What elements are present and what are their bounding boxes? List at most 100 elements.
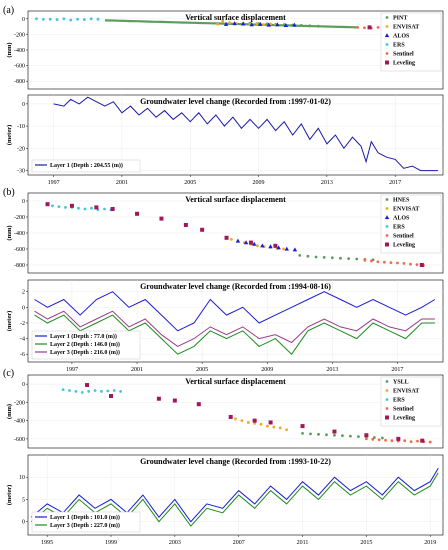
legend-marker bbox=[385, 389, 389, 392]
y-tick-label: -6 bbox=[20, 352, 25, 358]
data-point bbox=[333, 433, 336, 437]
series-ers bbox=[35, 17, 100, 22]
data-point bbox=[292, 247, 298, 252]
x-tick-label: 1997 bbox=[66, 367, 78, 373]
data-point bbox=[55, 18, 59, 21]
data-point bbox=[372, 436, 376, 439]
y-axis-label: (meter) bbox=[6, 311, 13, 332]
x-tick-label: 2003 bbox=[169, 540, 181, 546]
data-point bbox=[258, 21, 263, 26]
legend-box bbox=[31, 511, 141, 533]
data-point bbox=[156, 396, 161, 401]
data-point bbox=[74, 390, 78, 393]
data-point bbox=[428, 440, 432, 444]
data-point bbox=[332, 429, 337, 434]
data-point bbox=[341, 434, 344, 438]
data-point bbox=[317, 432, 320, 436]
y-tick-label: 0 bbox=[22, 520, 25, 526]
data-point bbox=[90, 206, 93, 210]
y-tick-label: -800 bbox=[14, 79, 25, 85]
data-point bbox=[85, 383, 90, 388]
data-point bbox=[100, 390, 103, 393]
legend-marker bbox=[385, 407, 389, 410]
series-line bbox=[30, 468, 439, 523]
data-point bbox=[172, 398, 177, 403]
data-point bbox=[300, 424, 305, 429]
data-point bbox=[183, 223, 188, 227]
legend-entry: Sentinel bbox=[393, 52, 414, 58]
y-tick-label: -200 bbox=[14, 400, 25, 406]
data-point bbox=[285, 428, 288, 432]
data-point bbox=[110, 207, 115, 211]
legend: YSLL ENVISAT ERS Sentinel Leveling bbox=[380, 376, 442, 427]
data-point bbox=[246, 421, 250, 424]
x-tick-label: 2017 bbox=[389, 180, 401, 186]
data-point bbox=[82, 18, 86, 21]
x-tick-label: 2005 bbox=[184, 180, 196, 186]
data-point bbox=[234, 417, 237, 421]
chart-2: 0 -200 -400 -600 -800 Vertical surface displa… bbox=[6, 192, 444, 274]
data-point bbox=[221, 19, 225, 23]
chart-title: Groundwater level change (Recorded from … bbox=[140, 457, 331, 466]
x-tick-label: 2001 bbox=[116, 180, 128, 186]
trend-band bbox=[104, 19, 358, 29]
legend-box bbox=[31, 330, 141, 360]
data-point bbox=[45, 202, 50, 207]
chart-title: Groundwater level change (Recorded from … bbox=[140, 282, 331, 291]
data-point bbox=[355, 257, 359, 261]
data-point bbox=[316, 24, 320, 28]
data-point bbox=[364, 437, 368, 441]
data-point bbox=[309, 432, 312, 436]
plot-frame bbox=[27, 374, 444, 449]
data-point bbox=[282, 247, 285, 251]
legend-entry: PINT bbox=[393, 16, 407, 22]
data-point bbox=[96, 17, 100, 21]
data-point bbox=[57, 205, 61, 209]
data-point bbox=[106, 389, 110, 393]
legend-entry: Layer 1 (Depth : 77.0 (m)) bbox=[50, 333, 117, 340]
data-point bbox=[306, 254, 310, 258]
data-point bbox=[69, 18, 73, 22]
panel-label-a: (a) bbox=[3, 5, 14, 16]
data-point bbox=[275, 22, 280, 27]
data-point bbox=[376, 260, 380, 264]
legend-entry: ALOS bbox=[393, 216, 410, 222]
data-point bbox=[200, 227, 205, 232]
legend-entry: Layer 3 (Depth : 216.0 (m)) bbox=[50, 349, 120, 356]
data-point bbox=[83, 207, 87, 211]
x-tick-label: 2009 bbox=[261, 367, 273, 373]
chart-title: Vertical surface displacement bbox=[185, 195, 286, 204]
data-point bbox=[135, 211, 140, 216]
x-tick-label: 2013 bbox=[321, 180, 333, 186]
data-point bbox=[252, 241, 257, 246]
y-tick-label: 5 bbox=[22, 497, 25, 503]
y-tick-label: -2 bbox=[20, 321, 25, 327]
data-point bbox=[61, 388, 65, 391]
data-point bbox=[260, 243, 265, 248]
legend-marker bbox=[385, 25, 389, 28]
data-point bbox=[259, 422, 263, 426]
data-point bbox=[89, 17, 93, 21]
panel-label-b: (b) bbox=[3, 187, 15, 198]
data-point bbox=[93, 389, 97, 392]
legend-entry: ERS bbox=[393, 398, 405, 404]
data-point bbox=[363, 26, 366, 30]
data-point bbox=[402, 262, 406, 265]
data-point bbox=[266, 424, 269, 428]
data-point bbox=[109, 393, 113, 398]
data-point bbox=[396, 436, 401, 441]
legend-marker bbox=[385, 242, 389, 247]
data-point bbox=[119, 390, 122, 393]
legend-marker bbox=[385, 207, 389, 210]
legend-entry: Leveling bbox=[393, 61, 415, 67]
legend-box bbox=[380, 194, 442, 254]
y-tick-label: 0 bbox=[22, 199, 25, 205]
y-tick-label: -200 bbox=[14, 32, 25, 38]
data-point bbox=[69, 203, 74, 208]
data-point bbox=[347, 257, 351, 260]
chart-title: Groundwater level change (Recorded from … bbox=[140, 97, 331, 106]
data-point bbox=[235, 238, 241, 243]
legend: Layer 1 (Depth : 101.0 (m))Layer 3 (Dept… bbox=[31, 511, 141, 533]
data-point bbox=[228, 21, 231, 25]
